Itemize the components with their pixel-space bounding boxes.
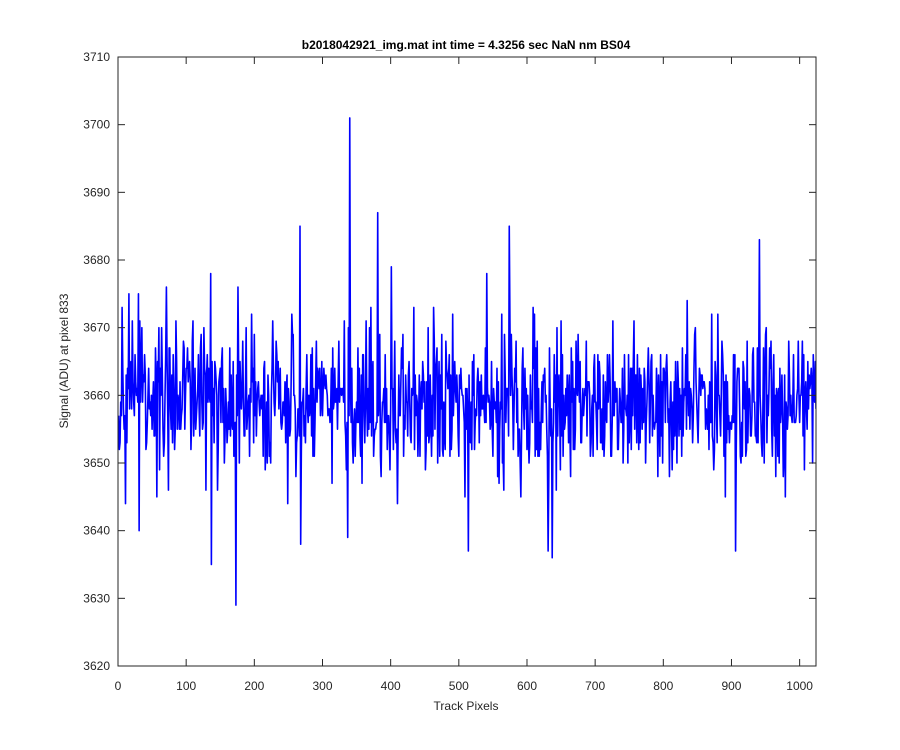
y-tick-label: 3650 (83, 456, 110, 470)
y-tick-label: 3690 (83, 185, 110, 199)
series-layer (118, 117, 816, 606)
plot-box (117, 56, 817, 667)
x-tick-label: 0 (115, 679, 122, 693)
x-tick-label: 400 (381, 679, 401, 693)
x-tick-label: 300 (312, 679, 332, 693)
y-tick-label: 3700 (83, 118, 110, 132)
x-tick-label: 800 (653, 679, 673, 693)
y-tick-label: 3710 (83, 50, 110, 64)
y-tick-label: 3680 (83, 253, 110, 267)
x-tick-label: 900 (721, 679, 741, 693)
y-tick-label: 3660 (83, 388, 110, 402)
x-tick-label: 200 (244, 679, 264, 693)
y-tick-label: 3620 (83, 659, 110, 673)
y-axis: 3620 3630 3640 3650 3660 3670 3680 3690 3700 3710 (83, 50, 816, 673)
y-tick-label: 3640 (83, 524, 110, 538)
x-axis-label: Track Pixels (434, 699, 499, 713)
x-tick-label: 700 (585, 679, 605, 693)
y-axis-label: Signal (ADU) at pixel 833 (57, 293, 71, 428)
chart-title: b2018042921_img.mat int time = 4.3256 se… (302, 38, 631, 52)
x-tick-label: 100 (176, 679, 196, 693)
x-axis: 0 100 200 300 400 500 600 700 800 900 1000 (115, 57, 813, 693)
y-tick-label: 3670 (83, 321, 110, 335)
x-tick-label: 500 (449, 679, 469, 693)
plot-area (118, 57, 816, 666)
x-tick-label: 600 (517, 679, 537, 693)
signal-series-line (118, 117, 816, 606)
x-tick-label: 1000 (786, 679, 813, 693)
y-tick-label: 3630 (83, 591, 110, 605)
